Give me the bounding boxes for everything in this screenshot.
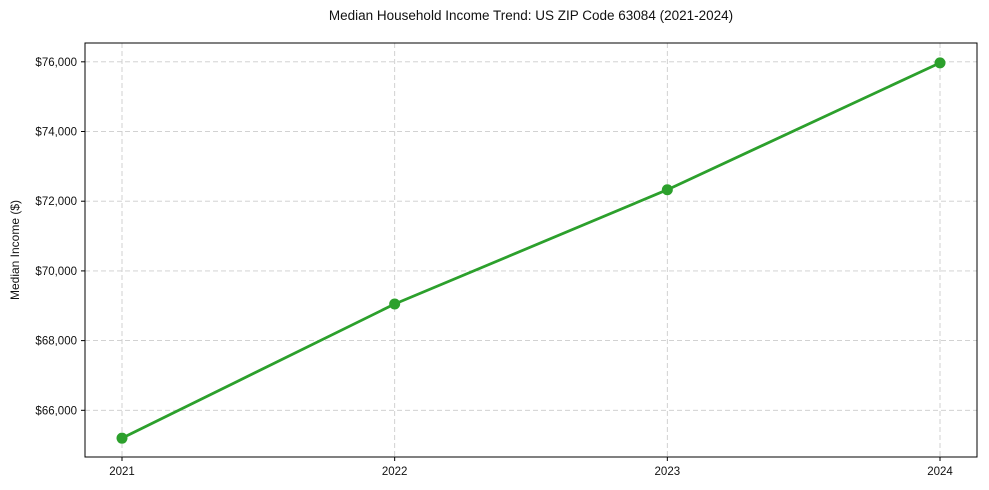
y-tick-label: $72,000	[35, 196, 77, 208]
chart-title: Median Household Income Trend: US ZIP Co…	[328, 8, 734, 23]
data-point	[389, 298, 401, 310]
x-tick-label: 2023	[655, 466, 681, 478]
data-point	[661, 184, 673, 196]
y-tick-label: $76,000	[35, 57, 77, 69]
data-point	[934, 57, 946, 69]
data-point	[116, 432, 128, 444]
trend-line	[120, 61, 942, 440]
y-tick-label: $66,000	[35, 405, 77, 417]
x-tick-label: 2021	[109, 466, 135, 478]
axes-frame	[84, 42, 978, 458]
y-tick-label: $74,000	[35, 127, 77, 139]
x-tick-label: 2024	[927, 466, 953, 478]
x-tick-label: 2022	[382, 466, 408, 478]
y-tick-label: $68,000	[35, 336, 77, 348]
y-tick-label: $70,000	[35, 266, 77, 278]
